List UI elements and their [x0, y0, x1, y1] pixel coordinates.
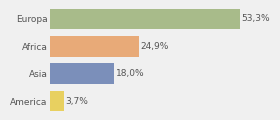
Text: 18,0%: 18,0% [116, 69, 145, 78]
Text: 24,9%: 24,9% [141, 42, 169, 51]
Bar [50, 91, 64, 111]
Bar [50, 63, 115, 84]
Text: 3,7%: 3,7% [65, 96, 88, 105]
Bar [50, 9, 240, 29]
Text: 53,3%: 53,3% [242, 15, 270, 24]
Bar [50, 36, 139, 57]
